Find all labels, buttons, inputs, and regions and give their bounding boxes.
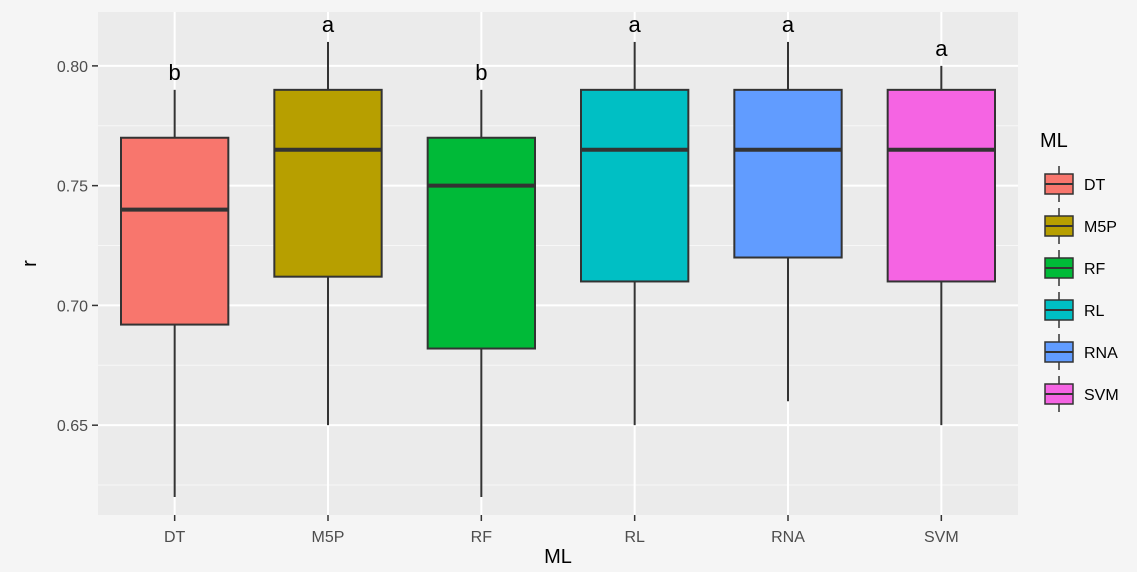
- box-rl: [580, 41, 690, 426]
- y-tick-label: 0.65: [57, 418, 88, 435]
- legend-item-rf: RF: [1044, 250, 1106, 286]
- x-axis: DT M5P RF RL RNA SVM: [164, 515, 959, 546]
- y-tick-label: 0.70: [57, 298, 88, 315]
- box-m5p: [273, 41, 383, 426]
- box-iqr: [120, 136, 230, 326]
- y-tick-label: 0.75: [57, 179, 88, 196]
- significance-letter: a: [935, 36, 948, 61]
- box-dt: [120, 89, 230, 498]
- legend-item-svm: SVM: [1044, 376, 1119, 412]
- significance-letter: b: [169, 60, 181, 85]
- significance-letter: b: [475, 60, 487, 85]
- x-tick-label: M5P: [312, 529, 345, 546]
- significance-letter: a: [629, 12, 642, 37]
- box-iqr: [886, 88, 997, 283]
- legend-label: DT: [1084, 177, 1106, 194]
- legend-items: DT M5P RF RL RNA SVM: [1044, 166, 1119, 412]
- box-iqr: [426, 136, 536, 350]
- significance-letter: a: [322, 12, 335, 37]
- x-tick-label: SVM: [924, 529, 959, 546]
- box-iqr: [733, 88, 843, 259]
- legend-item-dt: DT: [1044, 166, 1106, 202]
- legend-label: RNA: [1084, 345, 1118, 362]
- legend: ML DT M5P RF RL RNA SVM: [1040, 130, 1119, 412]
- legend-item-rna: RNA: [1044, 334, 1118, 370]
- legend-label: M5P: [1084, 219, 1117, 236]
- legend-label: RF: [1084, 261, 1106, 278]
- x-tick-label: RF: [471, 529, 493, 546]
- x-tick-label: RNA: [771, 529, 805, 546]
- y-axis: 0.65 0.70 0.75 0.80: [57, 59, 98, 435]
- legend-item-m5p: M5P: [1044, 208, 1117, 244]
- x-tick-label: RL: [624, 529, 645, 546]
- x-axis-title: ML: [544, 546, 572, 568]
- legend-item-rl: RL: [1044, 292, 1105, 328]
- legend-title: ML: [1040, 130, 1068, 152]
- significance-letters: b a b a a a: [169, 12, 949, 85]
- legend-label: RL: [1084, 303, 1105, 320]
- legend-label: SVM: [1084, 387, 1119, 404]
- y-tick-label: 0.80: [57, 59, 88, 76]
- boxes: [120, 41, 997, 498]
- significance-letter: a: [782, 12, 795, 37]
- box-rna: [733, 41, 843, 402]
- box-rf: [426, 89, 536, 498]
- grid-minor: [98, 125, 1018, 486]
- x-tick-label: DT: [164, 529, 186, 546]
- box-svm: [886, 65, 997, 426]
- box-iqr: [273, 88, 383, 278]
- box-iqr: [580, 88, 690, 283]
- plot-panel: [98, 12, 1018, 515]
- y-axis-title: r: [19, 260, 41, 267]
